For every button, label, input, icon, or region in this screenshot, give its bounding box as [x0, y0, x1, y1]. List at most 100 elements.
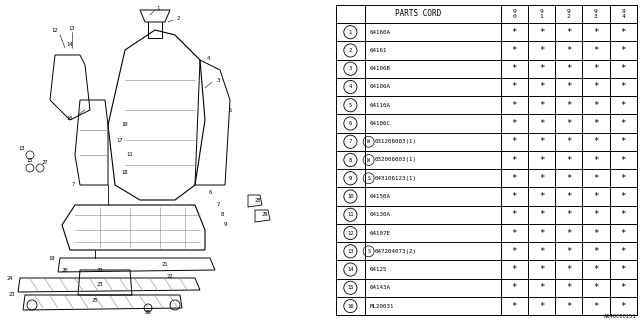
- Text: *: *: [539, 192, 544, 201]
- Text: 19: 19: [49, 255, 55, 260]
- Text: *: *: [621, 137, 626, 146]
- Text: *: *: [593, 247, 598, 256]
- Text: *: *: [621, 301, 626, 311]
- Text: 9
4: 9 4: [621, 9, 625, 19]
- Text: 9
3: 9 3: [594, 9, 598, 19]
- Text: *: *: [566, 283, 572, 292]
- Text: *: *: [566, 28, 572, 37]
- Text: 2: 2: [177, 15, 180, 20]
- Text: *: *: [539, 137, 544, 146]
- Text: 043106123(1): 043106123(1): [374, 176, 417, 181]
- Text: *: *: [566, 247, 572, 256]
- Text: *: *: [512, 247, 517, 256]
- Text: 15: 15: [347, 285, 354, 290]
- Text: *: *: [621, 174, 626, 183]
- Text: 17: 17: [116, 138, 124, 142]
- Text: 047204073(2): 047204073(2): [374, 249, 417, 254]
- Text: 64130A: 64130A: [370, 212, 390, 217]
- Text: *: *: [593, 210, 598, 219]
- Text: *: *: [539, 101, 544, 110]
- Text: *: *: [512, 137, 517, 146]
- Text: *: *: [512, 265, 517, 274]
- Text: S: S: [367, 249, 370, 254]
- Text: 14: 14: [347, 267, 354, 272]
- Text: *: *: [539, 119, 544, 128]
- Text: 11: 11: [127, 153, 133, 157]
- Text: 64107E: 64107E: [370, 230, 390, 236]
- Text: 9: 9: [349, 176, 352, 181]
- Text: 18: 18: [122, 170, 128, 174]
- Text: *: *: [621, 101, 626, 110]
- Text: 28: 28: [255, 197, 261, 203]
- Text: *: *: [593, 283, 598, 292]
- Text: *: *: [566, 119, 572, 128]
- Text: *: *: [539, 46, 544, 55]
- Text: 13: 13: [68, 26, 76, 30]
- Text: *: *: [593, 265, 598, 274]
- Text: *: *: [621, 46, 626, 55]
- Text: *: *: [512, 64, 517, 73]
- Text: 1: 1: [156, 5, 159, 11]
- Text: *: *: [512, 46, 517, 55]
- Text: *: *: [593, 174, 598, 183]
- Text: *: *: [621, 64, 626, 73]
- Text: 14: 14: [67, 43, 73, 47]
- Text: 22: 22: [167, 274, 173, 278]
- Text: 23: 23: [97, 268, 103, 273]
- Text: 9: 9: [223, 222, 227, 228]
- Text: *: *: [539, 64, 544, 73]
- Text: *: *: [621, 119, 626, 128]
- Text: 64106B: 64106B: [370, 66, 390, 71]
- Text: *: *: [566, 210, 572, 219]
- Text: *: *: [593, 83, 598, 92]
- Text: *: *: [566, 265, 572, 274]
- Text: 16: 16: [347, 304, 354, 308]
- Text: 15: 15: [27, 157, 33, 163]
- Text: 8: 8: [220, 212, 223, 218]
- Text: *: *: [512, 210, 517, 219]
- Text: *: *: [621, 192, 626, 201]
- Text: 1: 1: [349, 30, 352, 35]
- Text: PARTS CORD: PARTS CORD: [396, 9, 442, 19]
- Text: 64106C: 64106C: [370, 121, 390, 126]
- Text: *: *: [593, 228, 598, 237]
- Text: 9
0: 9 0: [513, 9, 516, 19]
- Text: *: *: [566, 174, 572, 183]
- Text: *: *: [566, 101, 572, 110]
- Text: 3: 3: [216, 77, 220, 83]
- Text: *: *: [512, 174, 517, 183]
- Text: *: *: [512, 228, 517, 237]
- Text: W: W: [367, 139, 370, 144]
- Text: *: *: [566, 192, 572, 201]
- Text: 032006003(1): 032006003(1): [374, 157, 417, 163]
- Text: 8: 8: [349, 157, 352, 163]
- Text: 7: 7: [349, 139, 352, 144]
- Text: 64161: 64161: [370, 48, 387, 53]
- Text: *: *: [621, 28, 626, 37]
- Text: S: S: [367, 176, 370, 181]
- Text: 11: 11: [347, 212, 354, 217]
- Text: *: *: [512, 119, 517, 128]
- Text: *: *: [539, 247, 544, 256]
- Text: *: *: [593, 28, 598, 37]
- Text: 7: 7: [216, 203, 220, 207]
- Text: 21: 21: [162, 262, 168, 268]
- Text: 24: 24: [7, 276, 13, 281]
- Text: *: *: [593, 301, 598, 311]
- Text: 9
2: 9 2: [567, 9, 571, 19]
- Text: 12: 12: [52, 28, 58, 33]
- Text: *: *: [539, 265, 544, 274]
- Text: 10: 10: [347, 194, 354, 199]
- Text: *: *: [593, 46, 598, 55]
- Text: A640C00151: A640C00151: [604, 314, 637, 319]
- Text: 64150A: 64150A: [370, 194, 390, 199]
- Text: *: *: [621, 83, 626, 92]
- Text: 12: 12: [347, 230, 354, 236]
- Text: 6: 6: [209, 189, 212, 195]
- Text: 25: 25: [92, 298, 99, 302]
- Text: 4: 4: [349, 84, 352, 90]
- Text: *: *: [566, 156, 572, 164]
- Text: *: *: [539, 28, 544, 37]
- Text: *: *: [539, 83, 544, 92]
- Text: 27: 27: [42, 161, 48, 165]
